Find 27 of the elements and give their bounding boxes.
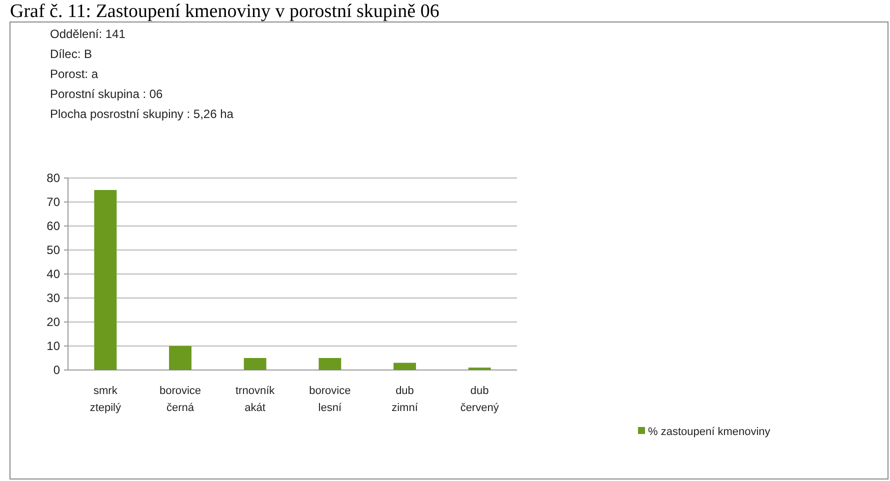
text: Plocha posrostní skupiny : 5,26 ha bbox=[50, 107, 234, 121]
y-tick-label: 70 bbox=[46, 195, 60, 210]
x-tick-label: dub zimní bbox=[392, 385, 419, 414]
y-tick-label: 20 bbox=[46, 315, 60, 330]
text: Porost: a bbox=[50, 67, 98, 81]
x-tick-label: trnovník akát bbox=[236, 385, 276, 414]
y-tick-label: 40 bbox=[46, 267, 60, 282]
text: Porostní skupina : 06 bbox=[50, 87, 164, 101]
bar bbox=[318, 358, 342, 370]
y-tick-label: 60 bbox=[46, 219, 60, 234]
x-tick-label: smrk ztepilý bbox=[90, 385, 122, 414]
text: Dílec: B bbox=[50, 47, 92, 61]
bar bbox=[169, 346, 192, 370]
text: Oddělení: 141 bbox=[50, 27, 126, 41]
y-tick-label: 50 bbox=[46, 243, 60, 258]
y-tick-label: 10 bbox=[46, 339, 60, 354]
y-tick-label: 0 bbox=[53, 363, 60, 378]
y-tick-label: 80 bbox=[46, 171, 60, 186]
y-tick-label: 30 bbox=[46, 291, 60, 306]
chart-title: Graf č. 11: Zastoupení kmenoviny v porostní skupině 06 bbox=[10, 1, 440, 22]
x-tick-label: borovice černá bbox=[159, 385, 202, 414]
bar bbox=[94, 190, 117, 370]
legend-label: % zastoupení kmenoviny bbox=[648, 426, 771, 438]
x-tick-label: dub červený bbox=[460, 385, 500, 414]
bar bbox=[394, 362, 416, 370]
x-tick-label: borovice lesní bbox=[309, 385, 351, 414]
bar bbox=[244, 358, 266, 370]
